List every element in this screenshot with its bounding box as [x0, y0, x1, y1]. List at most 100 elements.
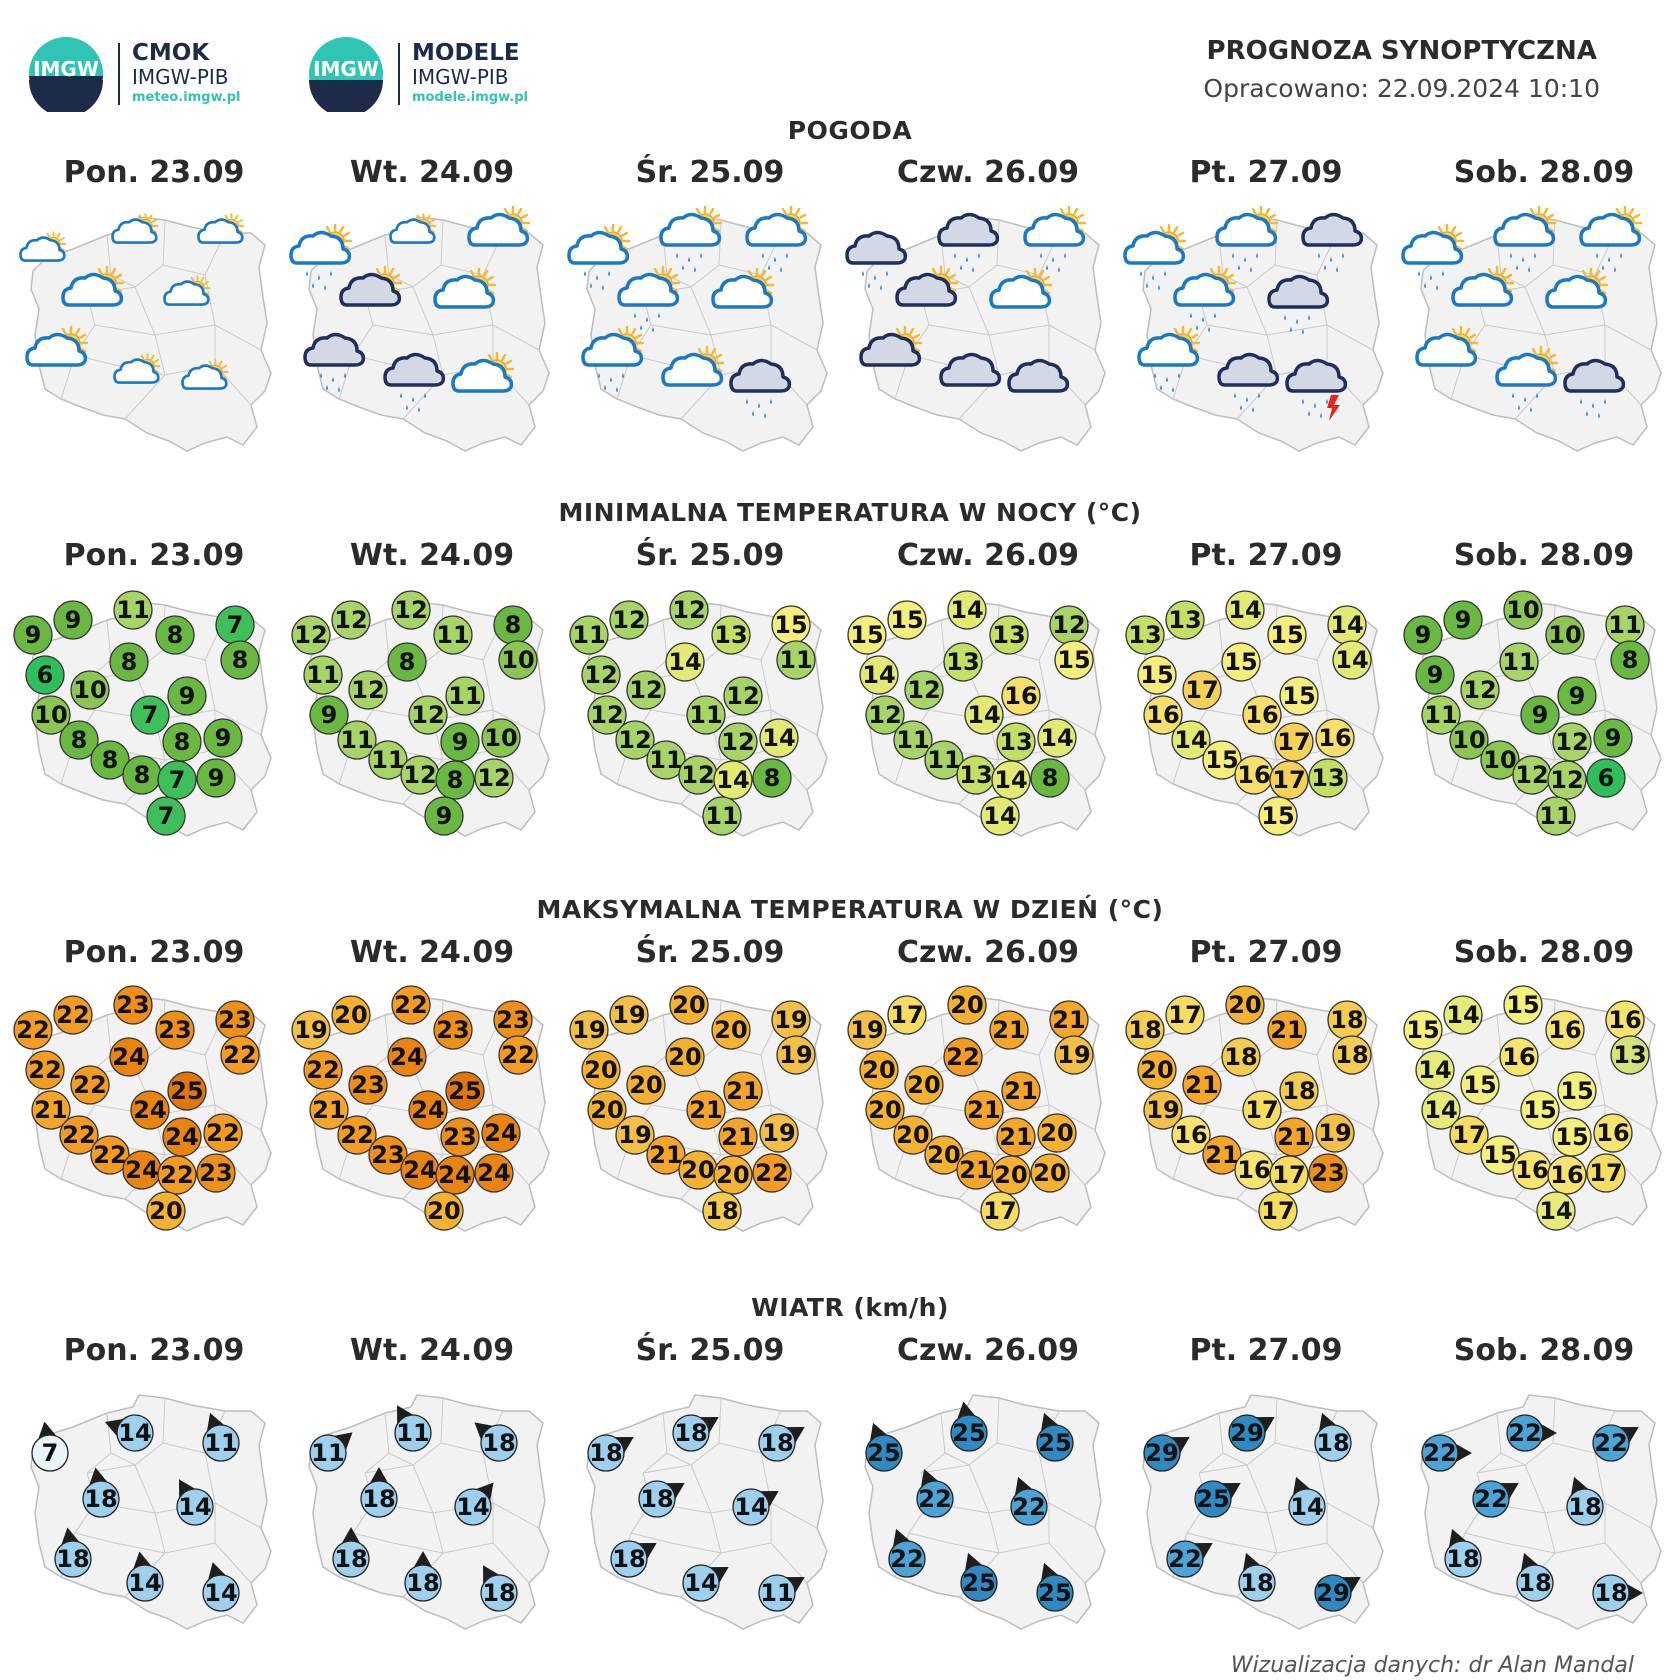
svg-text:9: 9 [65, 606, 82, 634]
weather-icon-sun-cloud [25, 325, 89, 367]
svg-text:22: 22 [1594, 1429, 1627, 1457]
svg-text:20: 20 [1033, 1159, 1066, 1187]
temperature-marker: 20 [893, 1115, 933, 1155]
svg-text:22: 22 [1012, 1493, 1045, 1521]
svg-text:15: 15 [774, 611, 807, 639]
temperature-marker: 21 [1267, 1010, 1307, 1050]
svg-text:12: 12 [411, 701, 444, 729]
svg-text:24: 24 [125, 1156, 158, 1184]
temperature-marker: 17 [1242, 1090, 1282, 1130]
svg-text:13: 13 [714, 621, 747, 649]
temperature-marker: 14 [1225, 590, 1265, 630]
day-label-tmin: Śr. 25.09 [635, 538, 785, 573]
day-label-weather: Pon. 23.09 [63, 155, 245, 190]
temperature-marker: 11 [433, 615, 473, 655]
svg-text:11: 11 [689, 701, 722, 729]
wind-marker: 18 [404, 1551, 442, 1602]
temperature-marker: 11 [1421, 695, 1461, 735]
svg-text:8: 8 [447, 766, 464, 794]
temperature-marker: 22 [943, 1037, 983, 1077]
temperature-marker: 22 [391, 985, 431, 1025]
weather-icon-sun-cloud-rain [289, 223, 353, 290]
svg-text:20: 20 [907, 1071, 940, 1099]
svg-text:21: 21 [1205, 1141, 1238, 1169]
svg-text:10: 10 [34, 701, 67, 729]
temperature-marker: 21 [1001, 1071, 1041, 1111]
svg-text:23: 23 [116, 991, 149, 1019]
temperature-marker: 20 [904, 1065, 944, 1105]
svg-text:7: 7 [42, 1439, 59, 1467]
wind-marker: 7 [31, 1421, 69, 1472]
svg-text:11: 11 [116, 596, 149, 624]
weather-icon-sun-cloud [1415, 325, 1479, 367]
svg-text:22: 22 [56, 1001, 89, 1029]
temperature-marker: 20 [146, 1191, 186, 1231]
day-label-tmin: Sob. 28.09 [1453, 538, 1635, 573]
svg-text:8: 8 [174, 728, 191, 756]
svg-text:16: 16 [1502, 1043, 1535, 1071]
svg-text:6: 6 [37, 661, 54, 689]
temperature-marker: 14 [713, 760, 753, 800]
svg-text:16: 16 [1548, 1016, 1581, 1044]
svg-text:8: 8 [505, 611, 522, 639]
temperature-marker: 8 [387, 642, 427, 682]
brand-cmok[interactable]: IMGW CMOK IMGW-PIB meteo.imgw.pl [28, 36, 240, 112]
wind-marker: 14 [682, 1564, 729, 1602]
temperature-marker: 9 [53, 600, 93, 640]
svg-text:15: 15 [1057, 646, 1090, 674]
temperature-marker: 22 [203, 1113, 243, 1153]
svg-text:22: 22 [1168, 1545, 1201, 1573]
temperature-marker: 22 [59, 1115, 99, 1155]
svg-text:19: 19 [612, 1001, 645, 1029]
svg-text:12: 12 [907, 676, 940, 704]
svg-text:20: 20 [1228, 991, 1261, 1019]
temperature-marker: 16 [1593, 1113, 1633, 1153]
brand-modele[interactable]: IMGW MODELE IMGW-PIB modele.imgw.pl [308, 36, 528, 112]
svg-text:11: 11 [896, 726, 929, 754]
svg-text:16: 16 [1318, 724, 1351, 752]
temperature-marker: 12 [348, 670, 388, 710]
svg-text:8: 8 [1622, 646, 1639, 674]
svg-text:22: 22 [918, 1485, 951, 1513]
svg-text:8: 8 [121, 648, 138, 676]
temperature-marker: 12 [1049, 605, 1089, 645]
temperature-marker: 15 [1480, 1135, 1520, 1175]
temperature-marker: 21 [646, 1135, 686, 1175]
temperature-marker: 19 [615, 1115, 655, 1155]
svg-text:24: 24 [390, 1043, 423, 1071]
svg-text:16: 16 [1237, 761, 1270, 789]
temperature-marker: 11 [924, 740, 964, 780]
temperature-marker: 17 [1586, 1153, 1626, 1193]
map-panel-weather [19, 213, 272, 452]
temperature-marker: 20 [331, 995, 371, 1035]
temperature-marker: 11 [1605, 605, 1645, 645]
svg-text:14: 14 [1330, 611, 1363, 639]
svg-text:21: 21 [967, 1096, 1000, 1124]
temperature-marker: 12 [626, 670, 666, 710]
svg-text:18: 18 [640, 1485, 673, 1513]
temperature-marker: 16 [1171, 1115, 1211, 1155]
brand-org: IMGW-PIB [412, 65, 509, 89]
temperature-marker: 14 [1332, 640, 1372, 680]
svg-text:29: 29 [1230, 1419, 1263, 1447]
wind-marker: 18 [1592, 1574, 1643, 1612]
svg-text:20: 20 [149, 1197, 182, 1225]
svg-text:14: 14 [1040, 724, 1073, 752]
svg-text:15: 15 [1523, 1096, 1556, 1124]
temperature-marker: 14 [759, 718, 799, 758]
issue-date: Opracowano: 22.09.2024 10:10 [1203, 74, 1600, 103]
day-label-tmin: Pt. 27.09 [1189, 538, 1343, 573]
wind-marker: 18 [1516, 1552, 1554, 1602]
temperature-marker: 16 [1499, 1037, 1539, 1077]
svg-text:21: 21 [1270, 1016, 1303, 1044]
svg-text:15: 15 [890, 606, 923, 634]
weather-icon-dark-cloud-rain [1217, 352, 1280, 412]
brand-url[interactable]: meteo.imgw.pl [132, 90, 241, 105]
svg-text:18: 18 [1568, 1493, 1601, 1521]
brand-url[interactable]: modele.imgw.pl [412, 90, 528, 105]
day-label-tmax: Pt. 27.09 [1189, 935, 1343, 970]
svg-text:29: 29 [1145, 1439, 1178, 1467]
temperature-marker: 17 [887, 995, 927, 1035]
temperature-marker: 15 [847, 615, 887, 655]
